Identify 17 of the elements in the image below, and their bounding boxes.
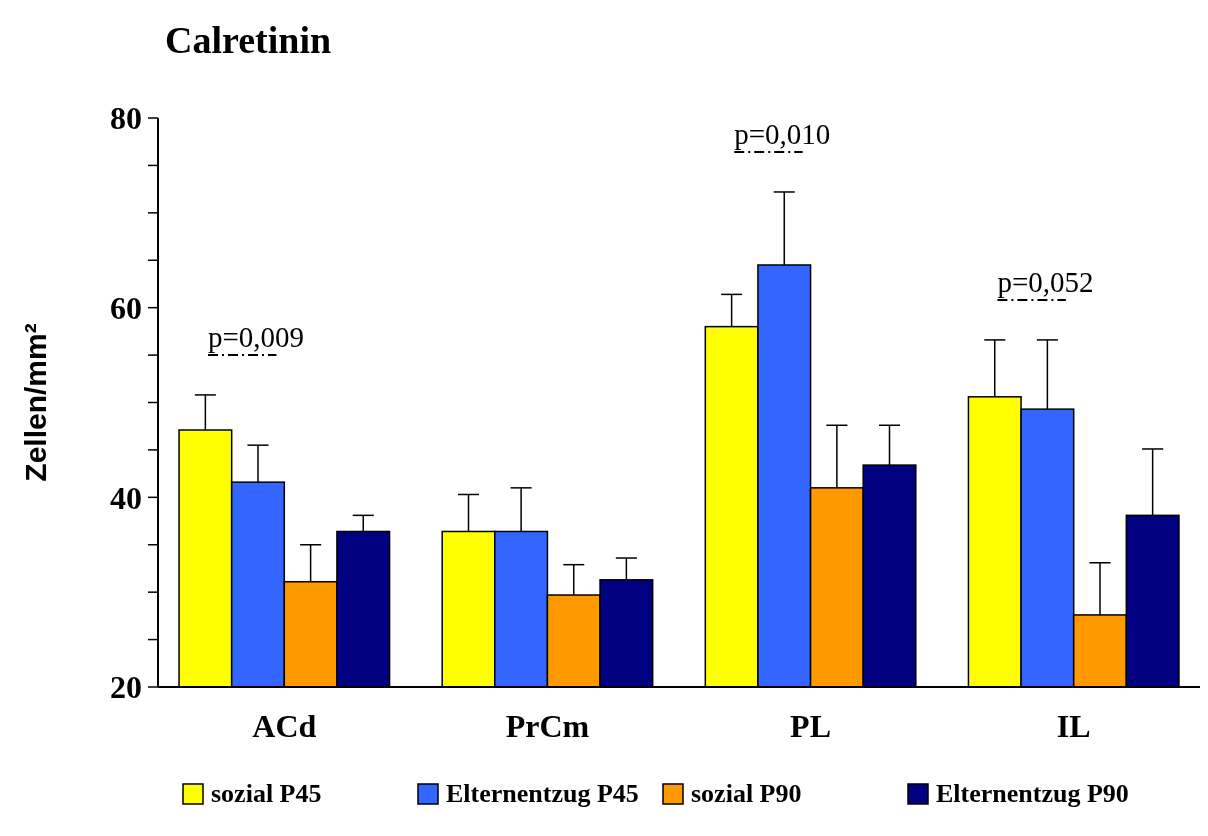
x-tick-label: ACd	[252, 708, 317, 744]
y-tick-label: 40	[110, 479, 142, 516]
y-axis-title: Zellen/mm²	[19, 323, 52, 482]
y-tick-label: 80	[110, 100, 142, 137]
annotation: p=0,052	[997, 265, 1094, 298]
legend-label: sozial P45	[211, 779, 322, 808]
chart-title: Calretinin	[165, 19, 332, 61]
annotation: p=0,009	[207, 320, 305, 353]
legend-label: sozial P90	[691, 779, 802, 808]
x-tick-label: PrCm	[505, 708, 590, 744]
y-tick-label: 60	[110, 289, 142, 326]
legend-label: Elternentzug P45	[446, 779, 639, 808]
x-tick-label: IL	[1056, 708, 1091, 744]
annotation: p=0,010	[734, 117, 831, 150]
legend-label: Elternentzug P90	[936, 779, 1129, 808]
x-tick-label: PL	[790, 708, 832, 744]
y-tick-label: 20	[110, 669, 142, 706]
